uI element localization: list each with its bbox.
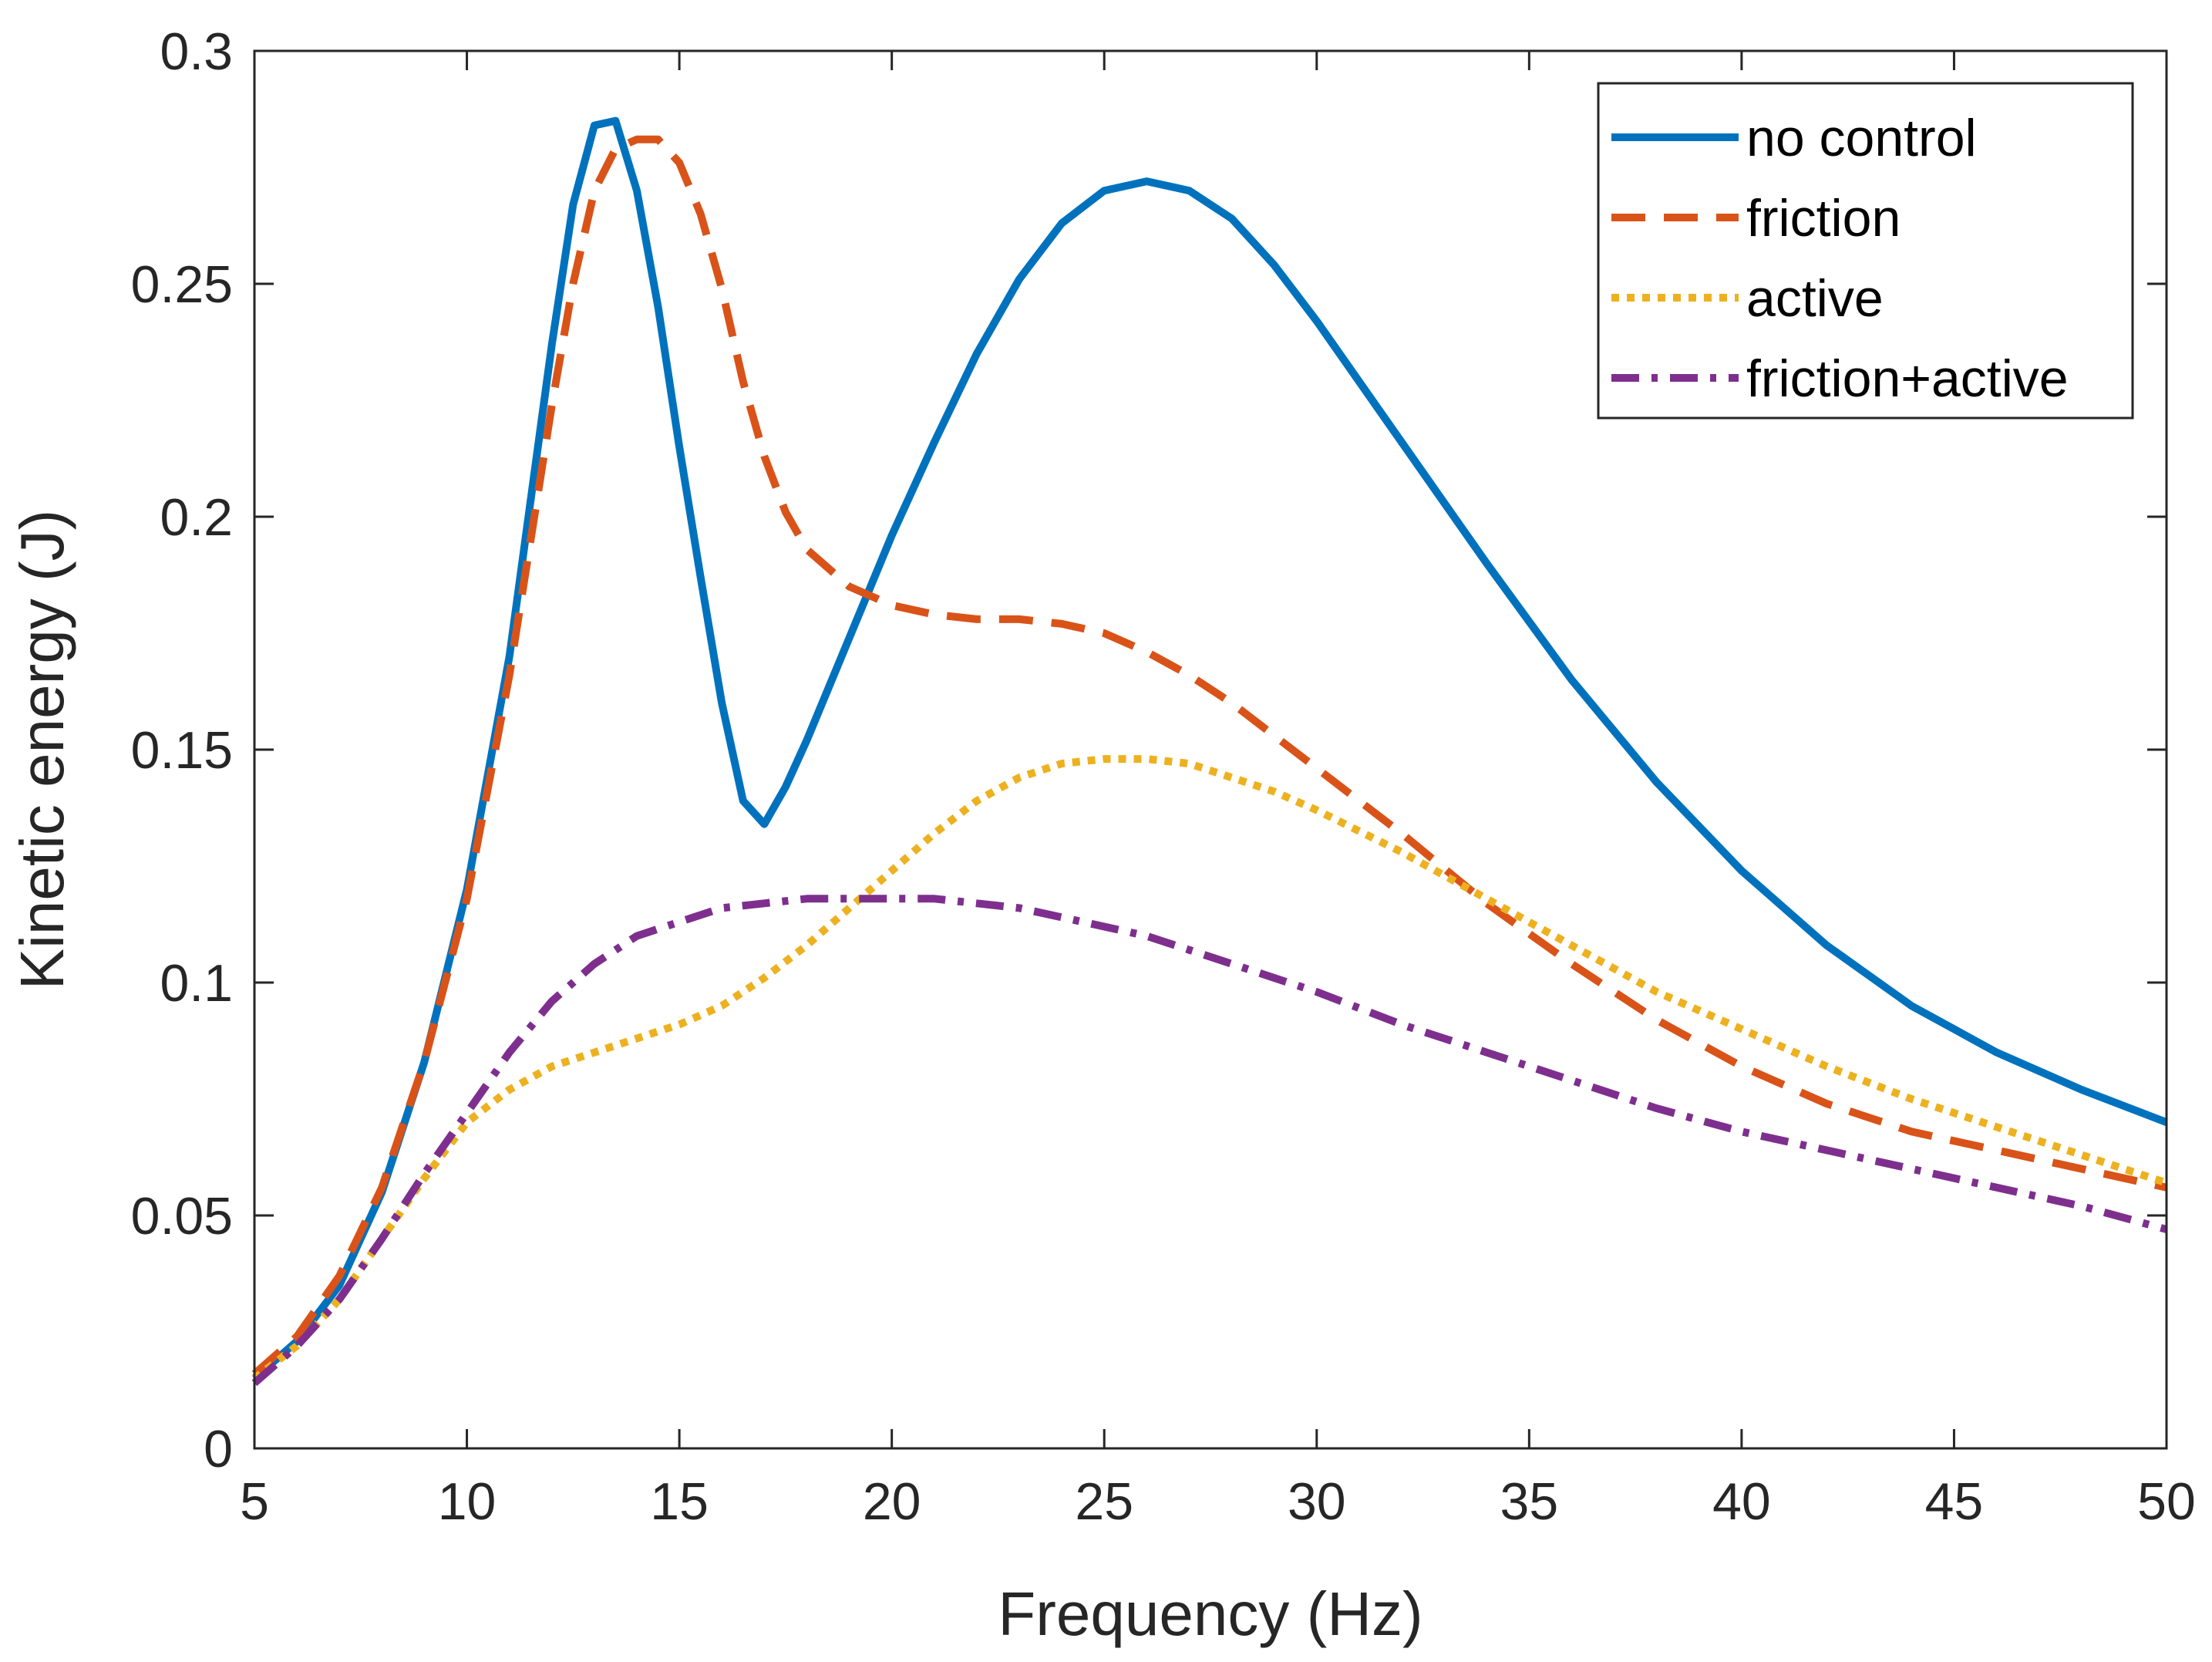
x-tick-label: 25 xyxy=(1075,1472,1133,1531)
x-tick-label: 50 xyxy=(2137,1472,2196,1531)
x-tick-label: 15 xyxy=(650,1472,709,1531)
x-tick-label: 20 xyxy=(863,1472,921,1531)
series-line-friction-active xyxy=(251,895,2168,1387)
series-layer xyxy=(251,116,2168,1387)
x-tick-label: 5 xyxy=(240,1472,269,1531)
y-axis-ticks: 0 0.05 0.1 0.15 0.2 0.25 0.3 xyxy=(131,22,2167,1478)
y-tick-label: 0.25 xyxy=(131,255,233,314)
y-tick-label: 0.3 xyxy=(160,22,233,81)
y-axis-title: Kinetic energy (J) xyxy=(8,510,76,989)
x-axis-title: Frequency (Hz) xyxy=(998,1579,1422,1648)
y-tick-label: 0.15 xyxy=(131,721,233,780)
legend-label: friction+active xyxy=(1746,349,2069,408)
x-tick-label: 10 xyxy=(438,1472,497,1531)
legend-label: active xyxy=(1746,269,1884,328)
series-line-friction xyxy=(251,135,2168,1377)
series-line-active xyxy=(251,755,2168,1382)
x-tick-label: 40 xyxy=(1712,1472,1771,1531)
series-line-no-control xyxy=(251,116,2168,1382)
legend-label: friction xyxy=(1746,189,1901,248)
y-tick-label: 0.2 xyxy=(160,488,233,547)
y-tick-label: 0 xyxy=(204,1420,233,1478)
x-tick-label: 35 xyxy=(1500,1472,1559,1531)
y-tick-label: 0.1 xyxy=(160,954,233,1013)
legend: no control friction active friction+active xyxy=(1597,82,2134,420)
x-axis-ticks: 5 10 15 20 25 30 35 40 45 50 xyxy=(240,51,2196,1531)
x-tick-label: 45 xyxy=(1925,1472,1984,1531)
y-tick-label: 0.05 xyxy=(131,1187,233,1246)
legend-label: no control xyxy=(1746,109,1977,167)
x-tick-label: 30 xyxy=(1288,1472,1346,1531)
